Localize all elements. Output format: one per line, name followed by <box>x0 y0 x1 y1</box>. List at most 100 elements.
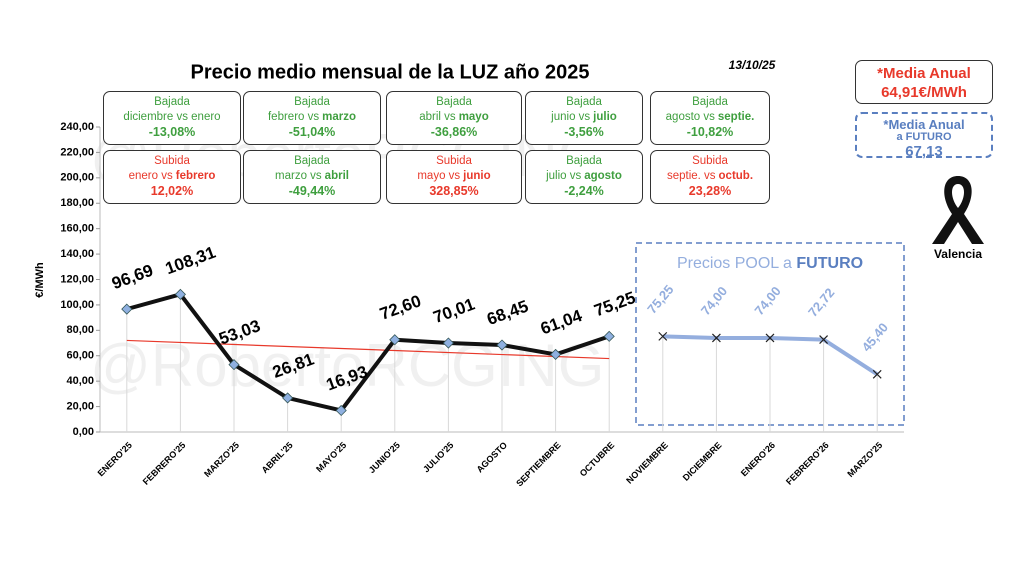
x-tick-label: ABRIL'25 <box>260 440 295 475</box>
marker <box>174 288 186 300</box>
x-tick-label: DICIEMBRE <box>681 440 724 483</box>
comparison-text: junio vs julio <box>526 110 642 125</box>
summary-line: *Media Anual <box>883 117 965 132</box>
x-tick-label: FEBRERO'25 <box>141 440 188 487</box>
comparison-text: abril vs mayo <box>387 110 521 125</box>
comparison-text: diciembre vs enero <box>104 110 240 125</box>
comparison-part: julio <box>593 111 617 123</box>
y-tick-label: 80,00 <box>66 324 94 336</box>
marker <box>658 331 668 341</box>
comparison-box: Bajada agosto vs septie. -10,82% <box>650 91 770 145</box>
data-label: 75,25 <box>592 288 638 320</box>
comparison-part: marzo vs <box>275 170 322 182</box>
y-axis-label: €/MWh <box>34 262 46 298</box>
comparison-kind: Bajada <box>566 155 602 167</box>
comparison-change: 23,28% <box>688 184 732 198</box>
comparison-change: -36,86% <box>430 125 478 139</box>
marker <box>121 303 133 315</box>
comparison-part: febrero vs <box>267 111 320 123</box>
y-tick-label: 160,00 <box>60 223 94 235</box>
ribbon-icon <box>932 176 984 244</box>
comparison-change: -13,08% <box>148 125 196 139</box>
x-tick-label: JUNIO'25 <box>367 440 402 475</box>
comparison-part: agosto vs <box>665 111 715 123</box>
marker <box>282 392 294 404</box>
comparison-box: Bajada abril vs mayo -36,86% <box>386 91 522 145</box>
summary-line: 67,13 <box>905 143 943 160</box>
comparison-part: mayo vs <box>417 170 461 182</box>
comparison-part: junio <box>463 170 491 182</box>
x-tick-label: SEPTIEMBRE <box>514 440 562 488</box>
summary-line: a FUTURO <box>896 131 952 143</box>
data-label: 72,72 <box>805 285 837 320</box>
marker <box>603 330 615 342</box>
comparison-kind: Bajada <box>294 96 330 108</box>
comparison-kind: Bajada <box>154 96 190 108</box>
comparison-part: septie. vs <box>666 170 716 182</box>
marker <box>442 337 454 349</box>
data-label: 75,25 <box>644 282 676 317</box>
marker <box>711 333 721 343</box>
comparison-part: septie. <box>717 111 755 123</box>
comparison-change: -10,82% <box>686 125 734 139</box>
marker <box>550 348 562 360</box>
comparison-text: mayo vs junio <box>387 169 521 184</box>
marker <box>819 335 829 345</box>
comparison-kind: Subida <box>154 155 190 167</box>
comparison-box: Subida enero vs febrero 12,02% <box>103 150 241 204</box>
comparison-box: Bajada febrero vs marzo -51,04% <box>243 91 381 145</box>
comparison-text: febrero vs marzo <box>244 110 380 125</box>
comparison-part: junio vs <box>551 111 591 123</box>
y-tick-label: 60,00 <box>66 350 94 362</box>
data-label: 68,45 <box>484 297 530 329</box>
marker <box>228 359 240 371</box>
summary-line: *Media Anual <box>877 65 971 82</box>
comparison-text: marzo vs abril <box>244 169 380 184</box>
marker <box>496 339 508 351</box>
summary-box: *Media Anual 64,91€/MWh <box>855 60 993 104</box>
summary-box: *Media Anual a FUTURO 67,13 <box>855 112 993 160</box>
data-label: 72,60 <box>377 291 423 323</box>
y-tick-label: 20,00 <box>66 400 94 412</box>
x-tick-label: JULIO'25 <box>421 440 455 474</box>
x-tick-label: OCTUBRE <box>578 440 617 479</box>
comparison-box: Bajada junio vs julio -3,56% <box>525 91 643 145</box>
comparison-box: Subida mayo vs junio 328,85% <box>386 150 522 204</box>
comparison-kind: Bajada <box>692 96 728 108</box>
marker <box>765 333 775 343</box>
x-tick-label: MARZO'25 <box>845 440 884 479</box>
comparison-change: -51,04% <box>288 125 336 139</box>
comparison-kind: Bajada <box>566 96 602 108</box>
y-tick-label: 100,00 <box>60 299 94 311</box>
comparison-change: 12,02% <box>150 184 194 198</box>
y-tick-label: 40,00 <box>66 375 94 387</box>
x-tick-label: ENERO'25 <box>96 440 134 478</box>
comparison-change: -3,56% <box>564 125 604 139</box>
data-label: 108,31 <box>163 243 218 279</box>
comparison-text: agosto vs septie. <box>651 110 769 125</box>
data-label: 74,00 <box>698 284 730 319</box>
comparison-kind: Subida <box>436 155 472 167</box>
comparison-part: agosto <box>584 170 622 182</box>
comparison-part: abril <box>324 170 349 182</box>
comparison-text: septie. vs octub. <box>651 169 769 184</box>
x-tick-label: MARZO'25 <box>202 440 241 479</box>
comparison-part: febrero <box>175 170 216 182</box>
y-tick-label: 200,00 <box>60 172 94 184</box>
marker <box>335 404 347 417</box>
trend-line <box>126 339 610 360</box>
comparison-box: Bajada diciembre vs enero -13,08% <box>103 91 241 145</box>
x-tick-label: ENERO'26 <box>739 440 777 478</box>
comparison-text: enero vs febrero <box>104 169 240 184</box>
x-tick-label: AGOSTO <box>475 440 510 475</box>
location: Valencia <box>934 247 982 261</box>
y-tick-label: 140,00 <box>60 248 94 260</box>
future-box-label: Precios POOL a FUTURO <box>677 255 863 272</box>
series-line <box>126 292 610 413</box>
comparison-part: diciembre vs enero <box>123 111 221 123</box>
marker <box>872 369 882 379</box>
data-label: 70,01 <box>431 295 477 327</box>
comparison-part: enero vs <box>128 170 173 182</box>
